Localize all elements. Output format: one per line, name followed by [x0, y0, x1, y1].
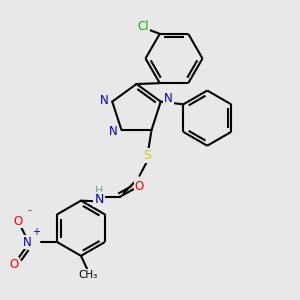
Text: Cl: Cl: [137, 20, 149, 33]
Text: N: N: [100, 94, 108, 106]
Text: H: H: [95, 186, 103, 196]
Text: N: N: [164, 92, 172, 105]
Text: O: O: [14, 214, 23, 227]
Text: S: S: [143, 149, 151, 162]
Text: +: +: [32, 227, 40, 237]
Text: CH₃: CH₃: [79, 270, 98, 280]
Text: O: O: [9, 258, 18, 271]
Text: -: -: [27, 206, 31, 215]
Text: O: O: [135, 180, 144, 193]
Text: N: N: [109, 125, 118, 138]
Text: N: N: [23, 236, 32, 248]
Text: N: N: [94, 193, 104, 206]
